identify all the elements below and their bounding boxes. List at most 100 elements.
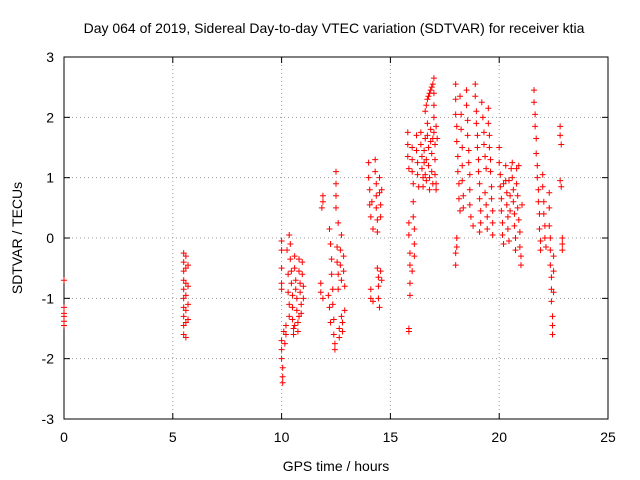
data-point [557,177,564,184]
data-point [459,177,466,184]
data-point [534,162,541,169]
data-point [502,162,509,169]
data-point [278,346,285,353]
data-point [296,268,303,275]
data-point [182,292,189,299]
data-point [482,189,489,196]
data-point [288,268,295,275]
data-point [507,192,514,199]
data-point [467,213,474,220]
data-point [453,235,460,241]
data-point [559,247,566,254]
data-point [333,168,339,175]
data-point [459,144,466,151]
data-point [485,120,492,127]
data-point [331,346,338,353]
data-point [333,204,339,211]
data-point [557,123,564,130]
data-point [517,253,524,260]
data-point [404,129,411,136]
data-point [405,219,412,226]
data-point [327,241,334,248]
data-point [333,192,339,199]
data-point [338,231,345,238]
data-point [418,153,425,160]
data-point [417,129,424,136]
y-tick-label: -2 [42,351,55,367]
data-point [433,186,440,193]
data-point [335,286,342,293]
data-point [540,198,547,205]
data-point [366,186,373,193]
data-point [550,268,557,275]
data-point [319,295,326,302]
data-point [330,331,337,338]
data-point [459,162,466,169]
data-point [182,253,189,260]
data-point [513,180,520,187]
data-point [420,174,427,181]
data-point [296,256,303,263]
data-point [515,216,522,223]
data-point [282,322,289,329]
data-point [489,231,496,238]
data-point [486,144,493,151]
data-point [340,268,347,275]
data-point [406,280,413,287]
data-point [279,364,286,371]
data-point [452,81,459,88]
data-point [485,105,492,112]
data-point [514,192,521,199]
data-point [498,207,505,214]
data-point [536,225,543,232]
chart-title: Day 064 of 2019, Sidereal Day-to-day VTE… [84,20,585,36]
data-point [319,198,326,205]
data-point [432,141,439,148]
data-point [423,177,430,184]
data-point [182,307,189,314]
data-point [427,138,434,145]
data-point [278,337,285,344]
data-point [474,132,481,139]
data-point [287,256,294,263]
data-point [375,274,382,281]
data-point [278,238,285,245]
data-point [291,322,298,329]
data-point [318,204,325,211]
data-point [413,147,420,154]
data-point [455,180,462,187]
data-point [500,180,507,187]
data-point [340,253,347,260]
data-point [427,126,434,133]
data-point [284,247,291,254]
data-point [478,99,485,106]
data-point [464,117,471,124]
data-point [365,174,372,181]
data-point [278,247,285,254]
data-point [475,156,482,163]
data-point [329,301,336,308]
data-point [429,81,436,88]
data-point [424,132,431,139]
data-point [336,334,343,341]
data-point [411,253,418,260]
data-point [376,304,383,311]
data-point [422,108,429,115]
data-point [472,81,479,88]
data-point [513,165,520,172]
data-point [373,204,380,211]
x-tick-label: 5 [169,429,177,445]
data-point [533,135,540,142]
data-point [465,159,472,166]
data-point [333,180,339,187]
data-point [464,132,471,139]
data-point [430,90,437,97]
data-point [427,87,434,94]
data-point [546,204,553,211]
data-point [421,159,428,166]
data-point [378,186,385,193]
data-point [539,171,546,178]
data-point [509,174,516,181]
data-point [180,331,187,338]
